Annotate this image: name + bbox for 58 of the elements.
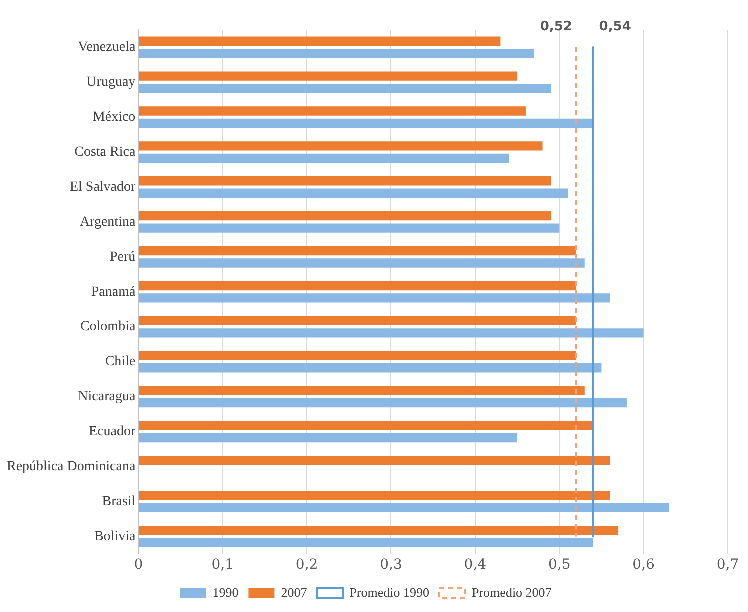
bar <box>139 258 585 268</box>
x-tick-label: 0,4 <box>464 557 487 574</box>
y-tick-label: Costa Rica <box>74 144 136 160</box>
bar <box>139 526 619 536</box>
bar <box>139 386 585 396</box>
legend-label: Promedio 1990 <box>350 584 430 600</box>
y-tick-label: Argentina <box>80 214 136 230</box>
y-tick-label: Brasil <box>102 494 136 510</box>
bar <box>139 398 627 408</box>
bar <box>139 176 552 186</box>
y-tick-label: El Salvador <box>70 180 136 195</box>
bar <box>139 224 560 233</box>
bar <box>139 49 534 58</box>
x-tick-label: 0,3 <box>380 557 402 574</box>
x-tick-label: 0 <box>134 557 144 574</box>
y-tick-label: Ecuador <box>89 424 136 440</box>
annotation: 0,52 <box>540 19 572 34</box>
bar <box>139 154 510 164</box>
y-tick-label: México <box>92 110 136 126</box>
bar <box>139 294 610 303</box>
bar <box>139 316 576 326</box>
x-tick-label: 0,2 <box>296 557 318 574</box>
y-tick-label: Chile <box>105 354 136 370</box>
bar <box>139 503 670 512</box>
bar <box>139 364 602 373</box>
bar <box>139 491 610 500</box>
x-tick-label: 0,6 <box>632 557 656 574</box>
y-tick-label: Bolivia <box>94 529 136 544</box>
bar <box>139 421 594 430</box>
y-tick-label: Uruguay <box>86 75 136 90</box>
legend-label: 2007 <box>281 584 308 600</box>
bar <box>139 142 543 151</box>
y-tick-label: Nicaragua <box>78 390 136 405</box>
y-tick-label: República Dominicana <box>6 460 136 475</box>
y-tick-label: Perú <box>110 250 136 265</box>
bar <box>139 456 610 466</box>
y-tick-label: Colombia <box>80 320 136 335</box>
bar <box>139 433 518 443</box>
bar <box>139 246 576 256</box>
bar <box>139 106 526 116</box>
y-tick-label: Venezuela <box>78 40 136 56</box>
bar <box>139 72 518 81</box>
bar <box>139 84 552 94</box>
legend-label: 1990 <box>212 584 239 600</box>
bar <box>139 538 594 548</box>
bar <box>139 118 594 128</box>
legend-label: Promedio 2007 <box>472 584 552 600</box>
bar <box>139 212 552 221</box>
bar <box>139 328 644 338</box>
bar <box>139 281 576 291</box>
x-tick-label: 0,1 <box>212 557 234 574</box>
x-tick-label: 0,7 <box>716 557 740 574</box>
bar <box>139 36 501 46</box>
x-tick-label: 0,5 <box>548 557 571 574</box>
bar <box>139 188 568 198</box>
annotation: 0,54 <box>599 19 632 34</box>
bar <box>139 351 576 360</box>
y-tick-label: Panamá <box>91 284 136 300</box>
